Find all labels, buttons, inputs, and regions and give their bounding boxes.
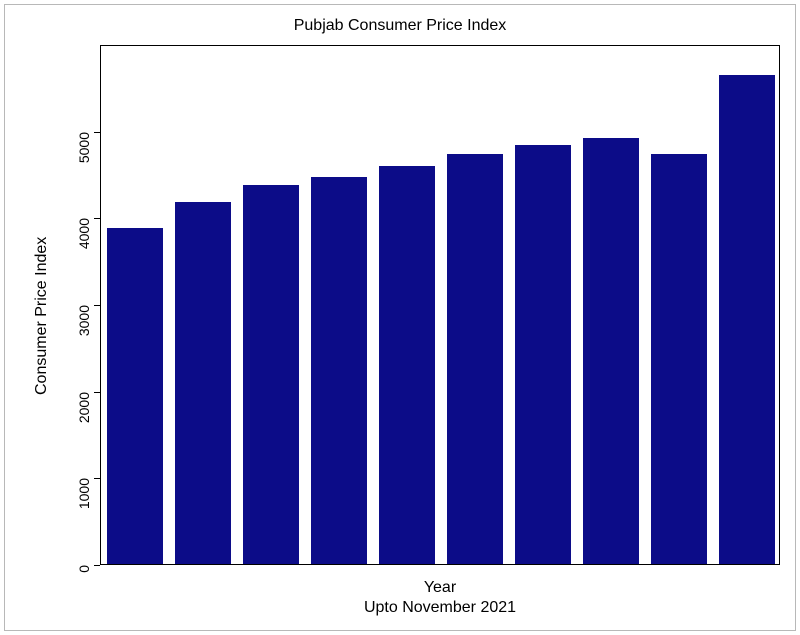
bar xyxy=(175,202,231,564)
bar xyxy=(311,177,367,564)
chart-title: Pubjab Consumer Price Index xyxy=(5,17,795,35)
y-tick-mark xyxy=(94,218,100,219)
x-axis-label: Year xyxy=(100,579,780,597)
bar xyxy=(651,154,707,564)
y-tick-mark xyxy=(94,305,100,306)
y-tick-mark xyxy=(94,132,100,133)
y-tick-mark xyxy=(94,565,100,566)
bar xyxy=(719,75,775,564)
y-tick-mark xyxy=(94,392,100,393)
bar xyxy=(107,228,163,564)
bar xyxy=(379,166,435,564)
y-tick-label: 2000 xyxy=(76,392,92,442)
chart-frame: Pubjab Consumer Price Index Consumer Pri… xyxy=(4,4,796,631)
bar xyxy=(515,145,571,564)
sub-caption: Upto November 2021 xyxy=(100,599,780,617)
plot-area xyxy=(100,45,780,565)
y-tick-label: 0 xyxy=(76,565,92,615)
y-tick-label: 5000 xyxy=(76,132,92,182)
y-tick-label: 4000 xyxy=(76,218,92,268)
y-tick-label: 3000 xyxy=(76,305,92,355)
y-tick-label: 1000 xyxy=(76,478,92,528)
y-tick-mark xyxy=(94,478,100,479)
bar xyxy=(243,185,299,564)
bar xyxy=(447,154,503,564)
bar xyxy=(583,138,639,564)
y-axis-label: Consumer Price Index xyxy=(33,237,51,395)
